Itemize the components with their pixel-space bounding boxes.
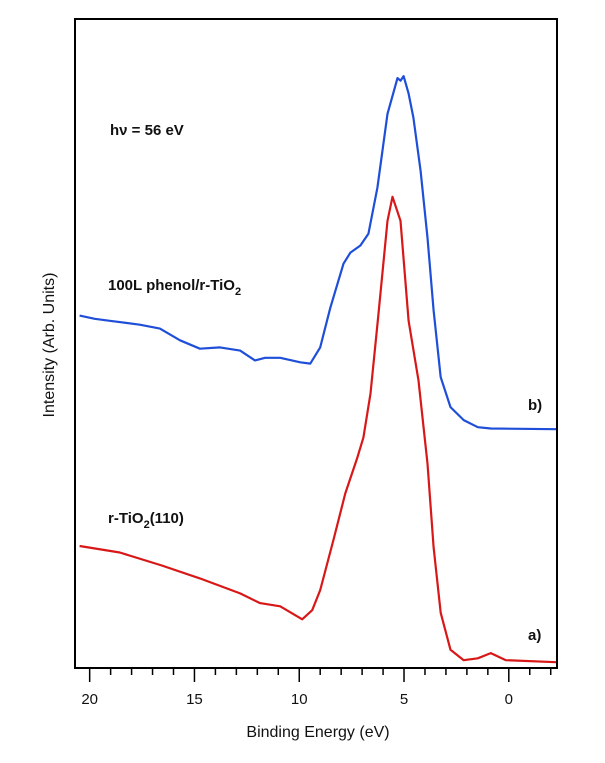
x-tick-label: 20 <box>81 691 98 708</box>
plot-frame <box>74 18 558 669</box>
series-b-label: 100L phenol/r-TiO2 <box>108 277 241 298</box>
x-tick-label: 5 <box>400 691 408 708</box>
series-a-line <box>79 195 557 664</box>
y-axis-label: Intensity (Arb. Units) <box>41 273 58 418</box>
x-tick-label: 15 <box>186 691 203 708</box>
photon-energy-label: hν = 56 eV <box>110 122 184 139</box>
x-axis-label: Binding Energy (eV) <box>246 724 389 741</box>
series-a-label: r-TiO2(110) <box>108 510 184 531</box>
x-tick-label: 0 <box>505 691 513 708</box>
series-a-tag: a) <box>528 627 541 644</box>
series-b-line <box>79 74 557 431</box>
x-tick-label: 10 <box>291 691 308 708</box>
x-axis-ticks: 20 15 10 5 0 <box>81 668 552 708</box>
series-b-tag: b) <box>528 397 542 414</box>
series-group <box>79 74 557 664</box>
